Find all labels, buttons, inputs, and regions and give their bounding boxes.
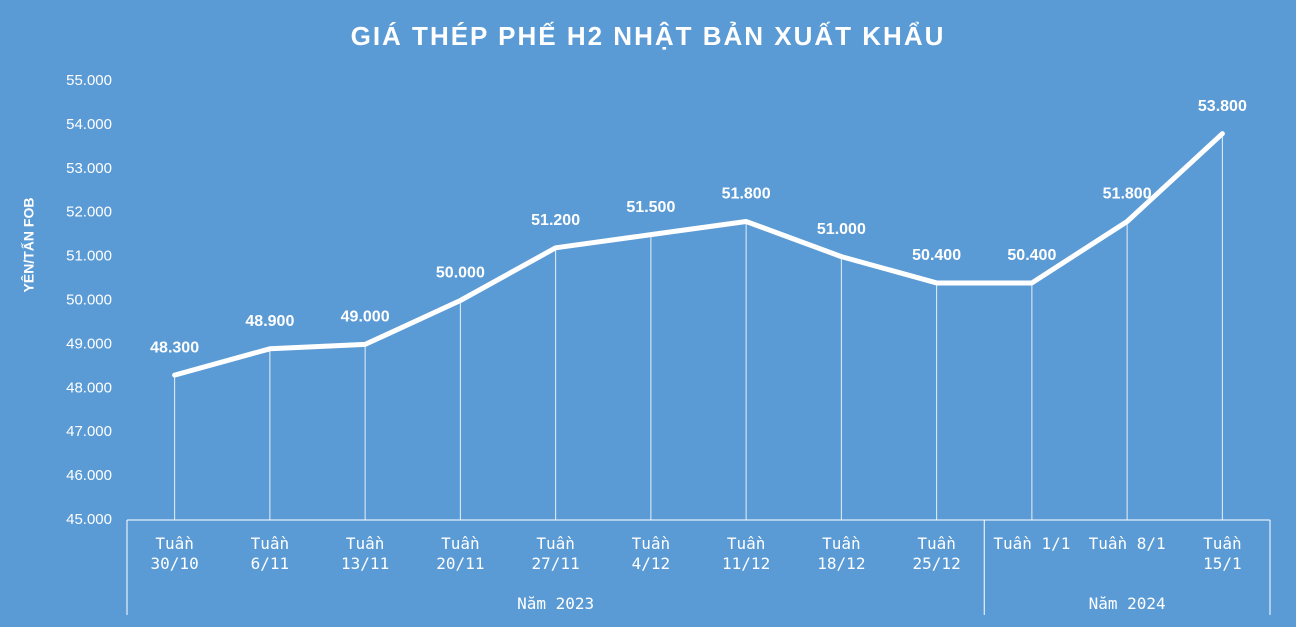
data-label: 51.800: [722, 186, 771, 203]
y-tick-label: 45.000: [66, 511, 112, 528]
x-tick-label: Tuần 4/12: [631, 534, 671, 573]
y-tick-label: 52.000: [66, 204, 112, 221]
y-tick-label: 51.000: [66, 248, 112, 265]
x-tick-label: Tuần 8/1: [1088, 534, 1166, 553]
x-tick-label: Tuần 20/11: [436, 534, 485, 573]
data-label: 50.400: [1007, 247, 1056, 264]
y-tick-label: 50.000: [66, 291, 112, 308]
y-tick-label: 53.000: [66, 160, 112, 177]
data-label: 53.800: [1198, 98, 1247, 115]
data-label: 51.000: [817, 221, 866, 238]
data-label: 51.200: [531, 212, 580, 229]
data-label: 50.000: [436, 265, 485, 282]
x-tick-label: Tuần 15/1: [1203, 534, 1242, 573]
x-tick-label: Tuần 1/1: [993, 534, 1071, 553]
group-label: Năm 2023: [517, 594, 595, 613]
chart-title: GIÁ THÉP PHẾ H2 NHẬT BẢN XUẤT KHẨU: [351, 21, 946, 51]
y-tick-label: 46.000: [66, 467, 112, 484]
line: [172, 131, 1225, 378]
data-label: 51.800: [1103, 186, 1152, 203]
y-tick-label: 48.000: [66, 379, 112, 396]
y-tick-label: 55.000: [66, 72, 112, 89]
y-tick-label: 54.000: [66, 116, 112, 133]
x-tick-label: Tuần 13/11: [341, 534, 390, 573]
group-label: Năm 2024: [1088, 594, 1166, 613]
x-tick-label: Tuần 25/12: [912, 534, 961, 573]
data-label: 51.500: [626, 199, 675, 216]
data-label: 48.900: [245, 313, 294, 330]
y-tick-label: 47.000: [66, 423, 112, 440]
x-tick-label: Tuần 11/12: [722, 534, 771, 573]
y-tick-label: 49.000: [66, 335, 112, 352]
x-tick-label: Tuần 18/12: [817, 534, 866, 573]
data-label: 48.300: [150, 339, 199, 356]
x-tick-label: Tuần 30/10: [150, 534, 199, 573]
x-tick-label: Tuần 27/11: [531, 534, 580, 573]
data-label: 49.000: [341, 309, 390, 326]
x-tick-label: Tuần 6/11: [250, 534, 290, 573]
y-axis-label: YÊN/TẤN FOB: [20, 198, 37, 293]
data-label: 50.400: [912, 247, 961, 264]
